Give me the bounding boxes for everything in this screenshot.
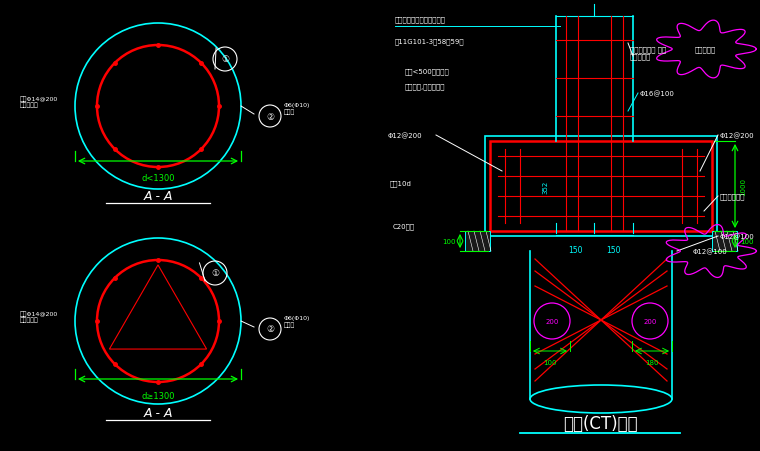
Text: 1000: 1000 [740,178,746,196]
Text: 笔筋Φ14@200
与主筋品牌: 笔筋Φ14@200 与主筋品牌 [20,310,59,322]
Text: 150: 150 [568,245,582,254]
Text: 复型插筋直径 根据
详图，配筋: 复型插筋直径 根据 详图，配筋 [630,46,667,60]
Text: ②: ② [266,325,274,334]
Text: 梁、柱拉在基础中锄固构造: 梁、柱拉在基础中锄固构造 [395,17,446,23]
Text: 笔筋Φ14@200
与主筋品牌: 笔筋Φ14@200 与主筋品牌 [20,96,59,108]
Text: 352: 352 [542,180,548,193]
Text: 100: 100 [442,239,456,244]
Text: A - A: A - A [143,190,173,203]
Text: 200: 200 [643,318,657,324]
Text: ①: ① [211,269,219,278]
Text: Φ12@100: Φ12@100 [720,233,755,240]
Text: Φ16@100: Φ16@100 [640,91,675,97]
Text: 两道笔筋,水平分布箇: 两道笔筋,水平分布箇 [405,83,445,90]
Text: 150: 150 [606,245,620,254]
Text: ②: ② [266,112,274,121]
Text: d≥1300: d≥1300 [141,391,175,400]
Text: Φ12@100: Φ12@100 [692,248,727,255]
Text: 搝接10d: 搝接10d [390,180,412,187]
Text: 100: 100 [740,239,753,244]
Text: 180: 180 [645,359,659,365]
Text: 承台(CT)大样: 承台(CT)大样 [562,414,638,432]
Text: ①: ① [221,55,229,64]
Text: Φ12@200: Φ12@200 [720,133,755,139]
Text: 详11G101-3第58、59页: 详11G101-3第58、59页 [395,39,464,45]
Text: 搝至承台底标: 搝至承台底标 [720,193,746,200]
Bar [485,137,717,236]
Text: 100: 100 [543,359,557,365]
Text: Φ12@200: Φ12@200 [388,133,423,139]
Text: A - A: A - A [143,407,173,419]
Text: C20库层: C20库层 [393,223,415,230]
Text: 200: 200 [546,318,559,324]
Bar [465,231,490,252]
Text: Φ6(Φ10)
聇旋筋: Φ6(Φ10) 聇旋筋 [284,316,310,327]
Text: Φ6(Φ10)
聇旋筋: Φ6(Φ10) 聇旋筋 [284,103,310,115]
Bar [490,142,712,231]
Bar [712,231,737,252]
Text: 承台顶标高: 承台顶标高 [695,46,716,53]
Text: d<1300: d<1300 [141,174,175,183]
Text: 间距<500且不少于: 间距<500且不少于 [405,69,450,75]
